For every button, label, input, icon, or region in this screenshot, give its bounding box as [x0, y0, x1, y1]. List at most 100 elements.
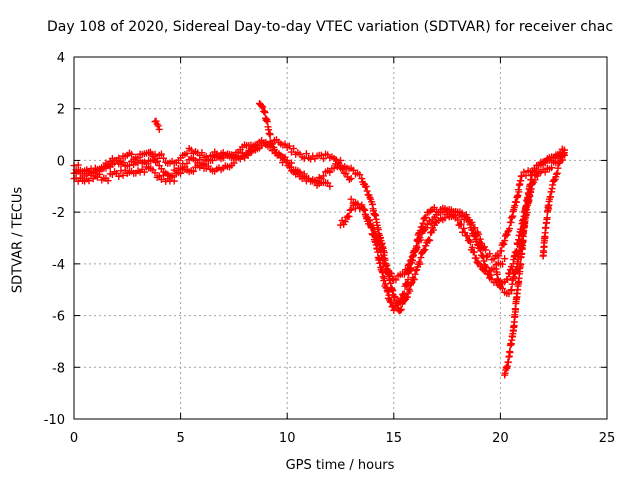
data-point	[356, 171, 364, 179]
y-tick-label: -8	[52, 361, 65, 376]
data-point	[460, 224, 468, 232]
data-point	[147, 157, 155, 165]
data-point	[553, 170, 561, 178]
data-point	[392, 276, 400, 284]
data-point	[504, 228, 512, 236]
data-point	[426, 236, 434, 244]
data-point	[372, 232, 380, 240]
data-point	[430, 226, 438, 234]
data-point	[319, 172, 327, 180]
data-point	[503, 231, 511, 239]
data-point	[495, 252, 503, 260]
data-point	[419, 219, 427, 227]
data-point	[160, 171, 168, 179]
data-point	[347, 195, 355, 203]
data-point	[259, 103, 267, 111]
data-point	[424, 221, 432, 229]
data-point	[413, 244, 421, 252]
data-point	[486, 250, 494, 258]
data-point	[400, 290, 408, 298]
data-point	[508, 287, 516, 295]
data-point	[244, 151, 252, 159]
data-point	[275, 150, 283, 158]
data-point	[375, 239, 383, 247]
data-point	[410, 275, 418, 283]
chart-title: Day 108 of 2020, Sidereal Day-to-day VTE…	[47, 19, 614, 35]
data-point	[470, 232, 478, 240]
data-point	[383, 261, 391, 269]
data-point	[411, 270, 419, 278]
data-point	[422, 213, 430, 221]
data-point	[378, 253, 386, 261]
data-point	[405, 260, 413, 268]
data-point	[360, 206, 368, 214]
data-point	[285, 142, 293, 150]
data-point	[454, 216, 462, 224]
data-point	[363, 187, 371, 195]
data-point	[512, 306, 520, 314]
data-point	[443, 208, 451, 216]
data-point	[366, 219, 374, 227]
data-points	[70, 100, 568, 379]
data-point	[104, 162, 112, 170]
data-point	[421, 246, 429, 254]
data-point	[374, 238, 382, 246]
data-point	[480, 257, 488, 265]
y-tick-label: -2	[52, 206, 65, 221]
data-point	[248, 148, 256, 156]
data-point	[427, 219, 435, 227]
data-point	[407, 256, 415, 264]
data-point	[89, 169, 97, 177]
data-point	[380, 274, 388, 282]
data-point	[406, 257, 414, 265]
data-point	[155, 125, 163, 133]
y-tick-label: -4	[52, 258, 65, 273]
data-point	[362, 182, 370, 190]
y-tick-label: 2	[57, 103, 65, 118]
y-tick-label: -10	[44, 413, 65, 428]
data-point	[387, 298, 395, 306]
grid	[74, 57, 607, 419]
data-point	[300, 173, 308, 181]
data-point	[427, 207, 435, 215]
data-point	[412, 266, 420, 274]
data-point	[286, 163, 294, 171]
data-point	[313, 177, 321, 185]
data-point	[100, 163, 108, 171]
data-point	[319, 155, 327, 163]
data-point	[151, 150, 159, 158]
data-point	[560, 149, 568, 157]
data-point	[337, 156, 344, 164]
data-point	[341, 218, 349, 226]
data-point	[391, 293, 399, 301]
data-point	[347, 175, 355, 183]
data-point	[480, 266, 488, 274]
data-point	[287, 148, 295, 156]
data-point	[487, 271, 495, 279]
data-point	[302, 150, 310, 158]
data-point	[361, 210, 369, 218]
data-point	[74, 167, 82, 175]
x-tick-label: 15	[386, 431, 403, 446]
plot-frame	[73, 56, 608, 420]
data-point	[457, 220, 465, 228]
data-point	[85, 177, 93, 185]
data-point	[338, 216, 346, 224]
data-point	[473, 240, 481, 248]
x-tick-label: 0	[70, 431, 78, 446]
data-point	[474, 259, 482, 267]
data-point	[354, 200, 362, 208]
x-tick-label: 25	[599, 431, 616, 446]
data-point	[559, 156, 567, 164]
data-point	[108, 155, 116, 163]
data-point	[365, 216, 373, 224]
data-point	[277, 154, 285, 162]
data-point	[458, 209, 466, 217]
data-point	[157, 175, 165, 183]
data-point	[128, 150, 136, 158]
data-point	[372, 231, 380, 239]
data-point	[152, 117, 160, 125]
data-point	[464, 216, 472, 224]
data-point	[266, 131, 274, 139]
axis-ticks: 0 5 10 15 20 25 -10 -8 -6 -4 -2 0 2 4	[44, 51, 616, 446]
